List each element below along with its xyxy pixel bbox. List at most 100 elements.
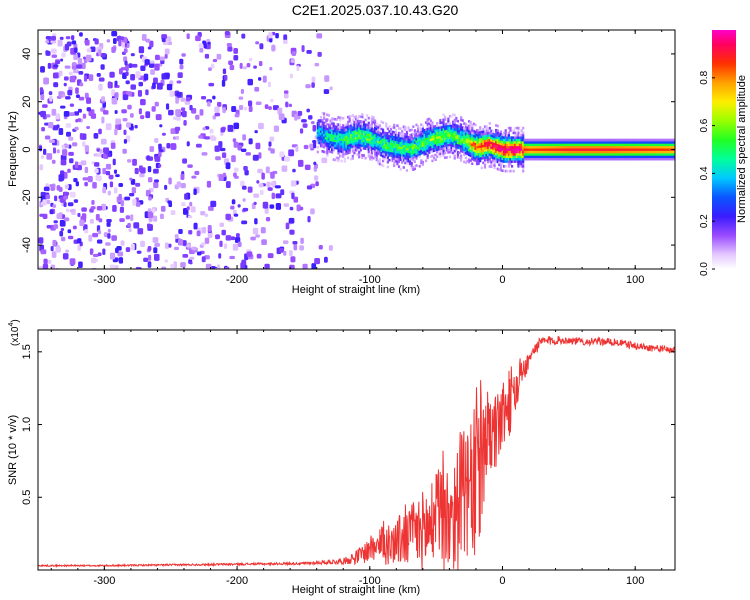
spectrogram-cell: [504, 136, 507, 139]
spectrogram-cell: [523, 138, 526, 142]
spectrogram-cell: [413, 150, 417, 154]
spectrogram-cell: [501, 159, 504, 163]
spectrogram-cell: [89, 219, 94, 224]
spectrogram-cell: [332, 139, 335, 142]
spectrogram-cell: [354, 122, 358, 126]
spectrogram-cell: [242, 134, 246, 141]
spectrogram-cell: [378, 134, 381, 137]
spectrogram-cell: [510, 150, 514, 154]
spectrogram-cell: [353, 132, 356, 136]
spectrogram-cell: [552, 148, 555, 151]
spectrogram-cell: [493, 157, 496, 160]
spectrogram-cell: [483, 134, 487, 138]
spectrogram-cell: [378, 143, 381, 147]
spectrogram-cell: [404, 125, 407, 129]
spectrogram-cell: [114, 187, 118, 194]
spectrogram-cell: [342, 131, 345, 134]
spectrogram-cell: [506, 133, 509, 137]
spectrogram-cell: [346, 120, 350, 124]
spectrogram-cell: [456, 155, 460, 159]
spectrogram-cell: [100, 138, 107, 145]
spectrogram-cell: [555, 153, 558, 156]
spectrogram-cell: [370, 122, 374, 126]
spectrogram-cell: [490, 139, 493, 142]
spectrogram-cell: [338, 118, 342, 122]
spectrogram-cell: [86, 125, 90, 129]
spectrogram-cell: [538, 153, 541, 156]
spectrogram-cell: [619, 148, 622, 151]
spectrogram-cell: [526, 145, 530, 149]
spectrogram-cell: [423, 138, 426, 142]
spectrogram-cell: [604, 148, 608, 151]
spectrogram-cell: [582, 141, 585, 144]
spectrogram-cell: [549, 155, 552, 159]
spectrogram-cell: [614, 138, 617, 142]
spectrogram-cell: [447, 134, 450, 137]
spectrogram-cell: [444, 137, 447, 140]
spectrogram-cell: [367, 140, 370, 144]
spectrogram-cell: [512, 129, 515, 132]
spectrogram-cell: [491, 158, 495, 162]
spectrogram-cell: [553, 138, 557, 142]
spectrogram-cell: [107, 228, 111, 233]
spectrogram-cell: [402, 154, 405, 157]
spectrogram-cell: [477, 138, 480, 142]
spectrogram-cell: [397, 131, 401, 135]
spectrogram-cell: [569, 143, 573, 147]
spectrogram-cell: [577, 150, 581, 154]
spectrogram-cell: [469, 125, 472, 129]
spectrogram-cell: [410, 142, 413, 146]
spectrogram-cell: [592, 153, 595, 156]
spectrogram-cell: [234, 236, 241, 243]
spectrogram-cell: [417, 151, 420, 155]
spectrogram-cell: [361, 120, 364, 124]
spectrogram-cell: [495, 159, 498, 163]
spectrogram-cell: [493, 166, 496, 170]
spectrogram-cell: [472, 137, 475, 140]
spectrogram-cell: [418, 155, 421, 158]
spectrogram-cell: [538, 138, 541, 142]
spectrogram-cell: [471, 124, 474, 127]
spectrogram-cell: [620, 155, 624, 159]
spectrogram-cell: [346, 127, 350, 131]
spectrogram-cell: [410, 147, 413, 151]
spectrogram-cell: [499, 161, 503, 165]
spectrogram-cell: [480, 154, 483, 158]
spectrogram-cell: [334, 137, 337, 140]
spectrogram-cell: [327, 123, 331, 127]
spectrogram-cell: [550, 150, 553, 154]
spectrogram-cell: [517, 133, 520, 137]
spectrogram-cell: [638, 138, 641, 142]
spectrogram-cell: [624, 138, 627, 142]
spectrogram-cell: [442, 130, 445, 134]
spectrogram-cell: [499, 164, 503, 167]
spectrogram-cell: [413, 129, 417, 132]
spectrogram-cell: [67, 229, 72, 234]
spectrogram-cell: [461, 150, 464, 153]
spectrogram-cell: [316, 33, 323, 39]
spectrogram-cell: [306, 108, 310, 113]
spectrogram-cell: [619, 155, 622, 159]
spectrogram-cell: [396, 124, 399, 128]
spectrogram-cell: [114, 93, 118, 97]
spectrogram-cell: [437, 126, 440, 130]
x-tick-label: 0: [499, 575, 505, 587]
spectrogram-cell: [413, 141, 417, 144]
spectrogram-cell: [44, 135, 51, 140]
spectrogram-cell: [496, 131, 499, 135]
spectrogram-cell: [334, 158, 337, 162]
spectrogram-cell: [522, 153, 525, 156]
spectrogram-cell: [393, 150, 396, 153]
spectrogram-cell: [335, 156, 338, 160]
spectrogram-cell: [539, 155, 542, 159]
spectrogram-cell: [189, 201, 193, 207]
spectrogram-cell: [558, 143, 561, 147]
spectrogram-cell: [523, 145, 526, 149]
spectrogram-cell: [423, 145, 426, 149]
spectrogram-cell: [560, 155, 563, 159]
spectrogram-cell: [238, 105, 244, 111]
spectrogram-cell: [606, 145, 609, 149]
spectrogram-cell: [191, 246, 197, 251]
spectrogram-cell: [458, 144, 461, 147]
spectrogram-cell: [555, 157, 558, 161]
